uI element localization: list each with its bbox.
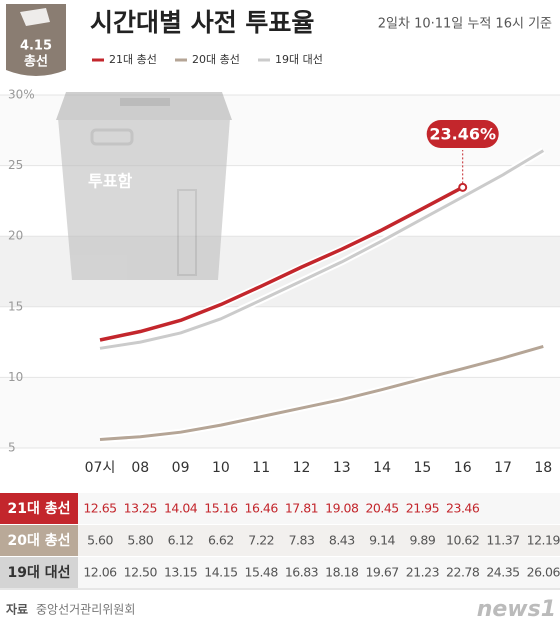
x-tick-label: 08: [131, 460, 149, 476]
table-value: 24.35: [486, 565, 519, 580]
y-tick-label: 5: [8, 441, 16, 455]
table-value: 22.78: [446, 565, 480, 580]
series-line: [99, 185, 464, 342]
badge-text: 4.15: [20, 39, 52, 54]
row-label-bg: [0, 493, 78, 524]
table-value: 23.46: [446, 501, 480, 516]
badge-bg: [6, 4, 66, 76]
annotation: 23.46%: [429, 125, 496, 144]
table-value: 12.19: [527, 533, 560, 548]
x-tick-label: 14: [373, 460, 391, 476]
legend-label: 21대 총선: [109, 53, 157, 66]
table-value: 15.16: [204, 501, 238, 516]
logo: news1: [477, 597, 556, 622]
table-value: 17.81: [285, 501, 318, 516]
end-marker: [458, 182, 468, 192]
y-tick-label: 25: [8, 158, 23, 172]
table-value: 26.06: [527, 565, 560, 580]
table-value: 7.83: [289, 533, 315, 548]
table-value: 16.46: [245, 501, 279, 516]
source-label: 자료: [6, 602, 28, 617]
table-value: 20.45: [365, 501, 398, 516]
table-row: [0, 557, 560, 588]
table-value: 14.15: [204, 565, 237, 580]
table-value: 12.50: [124, 565, 158, 580]
ballot-box: [56, 92, 232, 280]
table-value: 9.14: [369, 533, 395, 548]
x-tick-label: 17: [494, 460, 512, 476]
y-tick-label: 20: [8, 229, 23, 243]
x-tick-label: 13: [333, 460, 351, 476]
x-tick-label: 11: [252, 460, 270, 476]
series-line: [99, 345, 544, 442]
table-value: 21.23: [406, 565, 439, 580]
illustration-label: 투표함: [88, 172, 132, 191]
badge-text: 총선: [24, 54, 48, 70]
table-value: 9.89: [409, 533, 435, 548]
x-tick-label: 16: [454, 460, 472, 476]
x-tick-label: 18: [534, 460, 552, 476]
table-row: [0, 525, 560, 556]
source: 중앙선거관리위원회: [36, 603, 135, 617]
chart-subtitle: 2일차 10·11일 누적 16시 기준: [378, 17, 552, 32]
table-value: 15.48: [245, 565, 279, 580]
table-value: 14.04: [164, 501, 198, 516]
table-value: 6.12: [168, 533, 194, 548]
series-line: [99, 149, 545, 350]
y-tick-label: 30%: [8, 88, 35, 102]
badge-icon: [20, 8, 50, 26]
table-value: 13.15: [164, 565, 197, 580]
table-value: 21.95: [406, 501, 439, 516]
table-value: 18.18: [325, 565, 359, 580]
y-tick-label: 10: [8, 370, 23, 384]
lines: [99, 147, 546, 444]
table-value: 8.43: [329, 533, 355, 548]
legend-label: 20대 총선: [192, 53, 240, 66]
x-tick-label: 07시: [85, 460, 116, 476]
table-row: [0, 493, 560, 524]
table-value: 5.80: [127, 533, 153, 548]
table-value: 10.62: [446, 533, 479, 548]
table-value: 11.37: [486, 533, 519, 548]
row-label-bg: [0, 525, 78, 556]
y-tick-label: 15: [8, 299, 23, 313]
row-label: 21대 총선: [8, 501, 71, 517]
x-tick-label: 10: [212, 460, 230, 476]
row-label: 20대 총선: [8, 533, 71, 549]
table-value: 13.25: [124, 501, 157, 516]
chart-title: 시간대별 사전 투표율: [90, 8, 314, 37]
annotation-bg: [426, 120, 499, 148]
table-value: 19.67: [365, 565, 398, 580]
table-value: 7.22: [248, 533, 274, 548]
table-value: 5.60: [87, 533, 113, 548]
table-value: 16.83: [285, 565, 318, 580]
table-value: 12.65: [83, 501, 116, 516]
x-tick-label: 15: [413, 460, 431, 476]
table-value: 19.08: [325, 501, 359, 516]
x-tick-label: 12: [293, 460, 311, 476]
legend-label: 19대 대선: [275, 53, 323, 66]
table-value: 6.62: [208, 533, 234, 548]
x-tick-label: 09: [172, 460, 190, 476]
table-value: 12.06: [83, 565, 117, 580]
row-label-bg: [0, 557, 78, 588]
row-label: 19대 대선: [8, 565, 71, 581]
